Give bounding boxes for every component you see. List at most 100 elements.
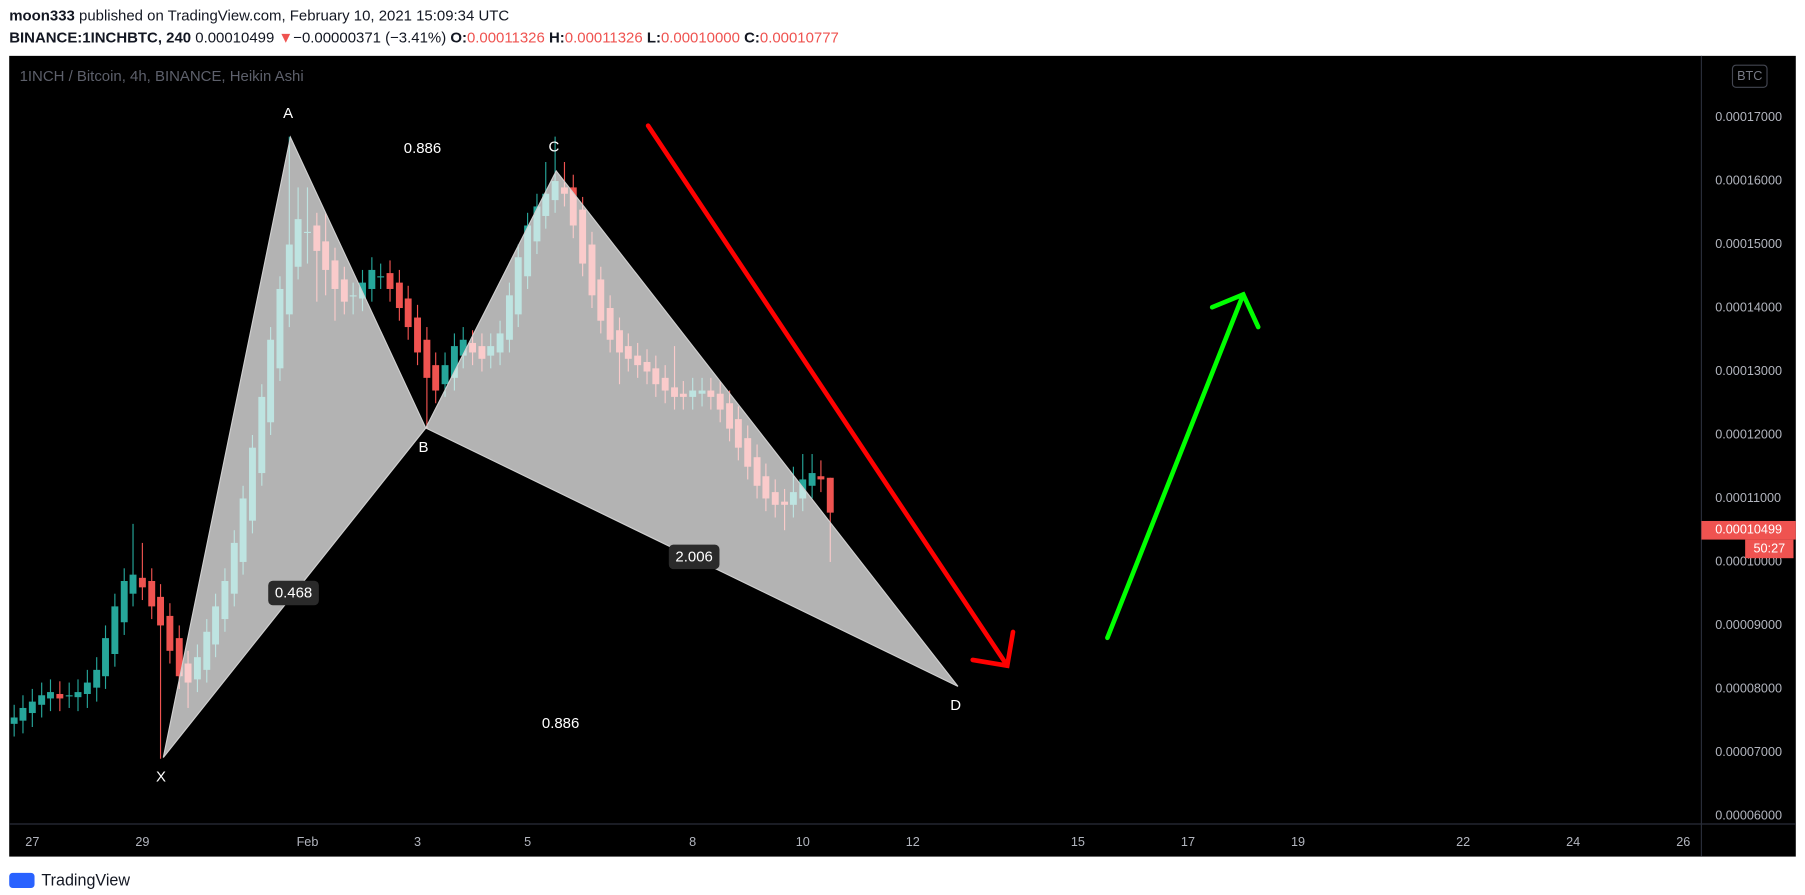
red-arrow [645, 123, 1016, 669]
y-tick-label: 0.00013000 [1715, 363, 1782, 378]
candle-body [38, 695, 46, 705]
change: −0.00000371 (−3.41%) [293, 29, 446, 46]
arrow-line [645, 123, 1010, 669]
candle-body [404, 298, 412, 328]
candle-body [377, 276, 385, 278]
candle-body [432, 365, 440, 391]
x-tick-label: 15 [1071, 834, 1085, 849]
candle-body [826, 477, 834, 513]
y-tick-label: 0.00014000 [1715, 299, 1782, 314]
ratio-label: 2.006 [675, 548, 712, 565]
candle-body [28, 701, 36, 714]
ohlc-label: C: [744, 29, 760, 46]
countdown-label: 50:27 [1753, 540, 1785, 555]
pattern: X A B C D [156, 105, 961, 785]
candle-body [359, 282, 366, 299]
x-tick-label: 10 [796, 834, 810, 849]
ratio-box [268, 580, 319, 606]
y-tick-label: 0.00011000 [1715, 490, 1781, 505]
x-tick-label: 12 [906, 834, 920, 849]
ratio-box [668, 544, 720, 570]
y-tick-label: 0.00016000 [1715, 172, 1782, 187]
footer-logo [9, 872, 35, 889]
change-arrow: ▼ [278, 29, 293, 46]
pattern-point-label: A [283, 105, 293, 122]
pattern-point-label: X [156, 768, 166, 785]
candle-body [83, 682, 91, 694]
ohlc-label: H: [549, 29, 565, 46]
x-tick-label: Feb [297, 834, 319, 849]
logo-mark [9, 872, 35, 889]
root: moon333 published on TradingView.com, Fe… [9, 7, 1796, 889]
candle-body [102, 638, 109, 677]
x-tick-label: 26 [1676, 834, 1690, 849]
candle-body [395, 282, 403, 309]
candle-body [386, 273, 394, 289]
arrow-head [1209, 291, 1261, 330]
x-tick-label: 22 [1456, 834, 1470, 849]
y-tick-label: 0.00008000 [1715, 680, 1782, 695]
symbol: BINANCE:1INCHBTC, 240 [9, 29, 191, 46]
footer-brand: TradingView [41, 871, 130, 889]
candle-body [157, 596, 164, 626]
axes: 0.00017000 0.00016000 0.00015000 0.00014000… [25, 109, 1796, 849]
candle-body [65, 695, 73, 697]
candle-body [138, 577, 146, 588]
author: moon333 [9, 7, 75, 24]
candle-body [19, 707, 27, 721]
ohlc-value: 0.00010777 [760, 29, 839, 46]
ohlc-value: 0.00010000 [661, 29, 740, 46]
last: 0.00010499 [195, 29, 274, 46]
candle-body [423, 339, 431, 378]
candle-body [74, 692, 82, 698]
candle-body [441, 365, 449, 385]
pattern-point-label: C [549, 139, 560, 156]
currency-badge [1731, 64, 1768, 88]
candle-body [111, 606, 119, 654]
candle-body [450, 346, 458, 378]
x-tick-label: 3 [414, 834, 421, 849]
x-tick-label: 8 [689, 834, 696, 849]
candle-body [459, 339, 467, 356]
ohlc-value: 0.00011326 [467, 29, 545, 46]
y-tick-label: 0.00012000 [1715, 426, 1782, 441]
published: published on TradingView.com, February 1… [79, 7, 509, 24]
arrow-line [1105, 292, 1246, 641]
ohlc-value: 0.00011326 [565, 29, 643, 46]
x-tick-label: 19 [1291, 834, 1305, 849]
pattern-point-label: B [419, 439, 429, 456]
header-line-2: BINANCE:1INCHBTC, 240 0.00010499 ▼−0.000… [9, 29, 839, 46]
candle-body [129, 574, 137, 594]
x-tick-label: 5 [524, 834, 531, 849]
x-tick-label: 24 [1566, 834, 1580, 849]
ohlc-label: O: [450, 29, 467, 46]
y-tick-label: 0.00017000 [1715, 109, 1782, 124]
ratio-label: 0.886 [542, 715, 579, 732]
candle-body [120, 580, 128, 623]
candle-body [47, 692, 54, 699]
ratio-label: 0.468 [275, 584, 312, 601]
x-tick-label: 29 [135, 834, 149, 849]
candle-body [808, 473, 816, 486]
ohlc-label: L: [647, 29, 661, 46]
currency-label: BTC [1737, 68, 1762, 83]
y-tick-label: 0.00006000 [1715, 807, 1782, 822]
candle-body [10, 717, 18, 724]
chart-legend: 1INCH / Bitcoin, 4h, BINANCE, Heikin Ash… [20, 68, 304, 85]
header-line-1: moon333 published on TradingView.com, Fe… [9, 7, 509, 24]
y-tick-label: 0.00007000 [1715, 744, 1782, 759]
y-tick-label: 0.00015000 [1715, 236, 1782, 251]
arrow-head [970, 629, 1016, 669]
candle-body [175, 638, 183, 677]
candle-body [93, 669, 101, 688]
candle-body [166, 615, 174, 651]
candle-body [148, 580, 156, 607]
last-price-label: 0.00010499 [1715, 522, 1782, 537]
countdown-badge [1745, 539, 1794, 559]
last-price-badge [1701, 520, 1796, 540]
x-tick-label: 17 [1181, 834, 1195, 849]
candle-body [414, 317, 421, 353]
y-tick-label: 0.00009000 [1715, 617, 1782, 632]
